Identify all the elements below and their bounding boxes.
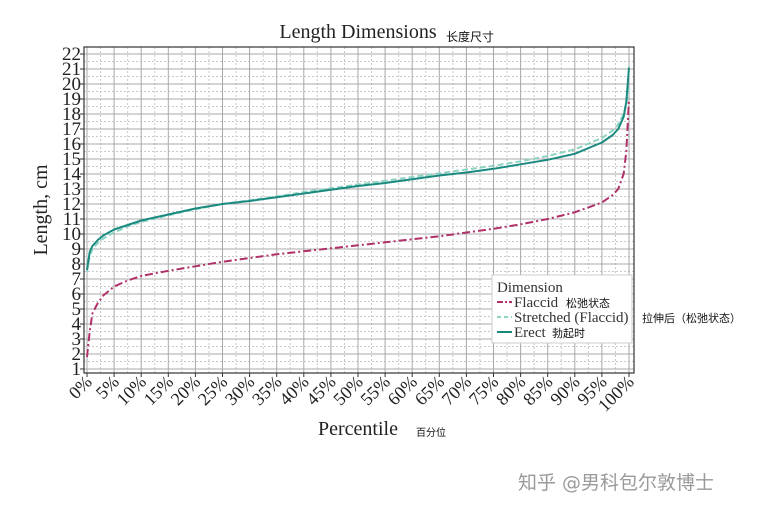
x-tick-label: 0% [65,372,96,403]
y-tick-label: 21 [62,59,81,80]
y-tick-label: 5 [72,299,82,320]
legend-note: 勃起时 [552,327,585,340]
y-tick-label: 11 [63,209,81,230]
plot-frame [83,46,635,374]
y-tick-label: 15 [62,149,81,170]
y-tick-label: 9 [72,239,82,260]
legend-box [491,274,633,344]
series-line-stretched-flaccid [86,86,630,272]
legend-label: Stretched (Flaccid) [514,310,629,326]
chart-title: Length Dimensions [279,21,436,43]
y-tick-label: 16 [62,134,81,155]
y-axis-label: Length, cm [30,164,52,256]
legend-note: 拉伸后（松弛状态） [642,311,741,325]
x-axis-label-note: 百分位 [416,426,446,439]
x-axis-label: Percentile [318,418,398,440]
y-tick-label: 6 [72,284,82,305]
y-tick-label: 8 [72,254,82,275]
y-tick-label: 1 [72,359,82,380]
y-tick-label: 17 [62,119,81,140]
y-tick-label: 19 [62,89,81,110]
y-tick-label: 22 [62,44,81,65]
y-tick-label: 18 [62,104,81,125]
y-tick-label: 4 [72,314,82,335]
y-tick-label: 10 [62,224,81,245]
chart-title-note: 长度尺寸 [446,29,494,44]
y-tick-label: 14 [62,164,82,185]
y-tick-label: 3 [72,329,82,350]
series-line-erect [86,67,630,271]
y-tick-label: 13 [62,179,81,200]
legend-label: Erect [514,325,546,341]
series-line-flaccid [86,98,630,358]
watermark: 知乎 @男科包尔敦博士 [518,472,715,494]
legend-note: 松弛状态 [566,296,610,310]
y-tick-label: 2 [72,344,82,365]
y-tick-label: 7 [72,269,82,290]
y-tick-label: 12 [62,194,81,215]
legend-label: Flaccid [514,295,559,311]
y-tick-label: 20 [62,74,81,95]
legend-title: Dimension [497,280,563,296]
